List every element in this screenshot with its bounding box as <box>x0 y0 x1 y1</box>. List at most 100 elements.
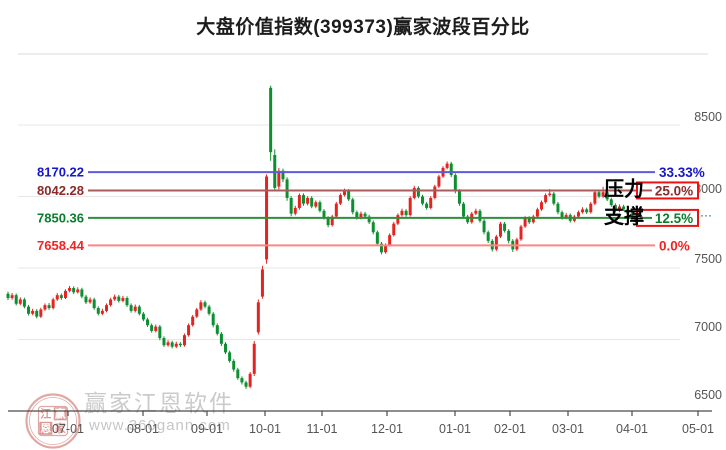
candle-body <box>433 186 437 198</box>
y-tick-label: 8500 <box>694 110 722 124</box>
candle-body <box>146 319 150 326</box>
candle-body <box>462 203 466 217</box>
candle-body <box>10 295 14 299</box>
candle-body <box>35 310 39 317</box>
candle-body <box>269 87 273 153</box>
x-tick-label: 07-01 <box>52 422 84 436</box>
candle-body <box>388 235 392 246</box>
candle-body <box>478 210 482 221</box>
candle-body <box>486 232 490 241</box>
candle-body <box>215 325 219 334</box>
band-value-label: 7658.44 <box>37 238 85 253</box>
candle-body <box>617 206 621 211</box>
band-value-label: 8170.22 <box>37 165 84 180</box>
candle-body <box>301 195 305 204</box>
candle-body <box>22 299 26 307</box>
candle-body <box>527 217 531 223</box>
candle-body <box>256 302 260 333</box>
candle-body <box>585 209 589 213</box>
candle-body <box>589 203 593 213</box>
candle-body <box>277 170 281 187</box>
candle-body <box>293 207 297 214</box>
candle-body <box>605 192 609 200</box>
candle-body <box>174 343 178 347</box>
candle-body <box>43 305 47 310</box>
candle-body <box>494 236 498 250</box>
candle-body <box>626 209 630 214</box>
candle-body <box>392 223 396 236</box>
candle-body <box>310 197 314 207</box>
candle-body <box>59 295 63 299</box>
candle-body <box>400 210 404 216</box>
candle-body <box>178 343 182 346</box>
candle-body <box>634 217 638 223</box>
x-tick-label: 03-01 <box>552 422 584 436</box>
candle-body <box>359 213 363 218</box>
candle-body <box>150 325 154 331</box>
candle-body <box>203 302 207 307</box>
candle-body <box>51 299 55 309</box>
candle-body <box>630 213 634 218</box>
band-value-label: 7850.36 <box>37 210 84 225</box>
candle-body <box>55 295 59 300</box>
candle-body <box>351 199 355 213</box>
candle-body <box>347 190 351 200</box>
candle-body <box>466 216 470 223</box>
candle-body <box>523 217 527 227</box>
seal-char: 江 <box>40 407 51 421</box>
candle-body <box>297 195 301 208</box>
candle-body <box>219 333 223 344</box>
candle-body <box>355 212 359 218</box>
candle-body <box>113 296 117 300</box>
seal-char: 家 <box>55 421 67 435</box>
candle-body <box>396 215 400 224</box>
band-pct-label: 33.33% <box>659 165 705 180</box>
watermark-url: www.360gann.com <box>89 417 231 434</box>
candle-body <box>416 187 420 197</box>
candle-body <box>232 360 236 370</box>
candle-body <box>121 298 125 301</box>
candle-body <box>425 203 429 208</box>
x-tick-label: 09-01 <box>191 422 223 436</box>
candle-body <box>187 325 191 336</box>
candle-body <box>379 243 383 253</box>
candle-body <box>318 202 322 211</box>
candle-body <box>343 190 347 196</box>
candle-body <box>154 326 158 331</box>
candle-body <box>133 306 137 311</box>
candle-body <box>195 309 199 317</box>
candle-body <box>80 289 84 297</box>
candle-body <box>408 197 412 216</box>
candle-body <box>613 205 617 211</box>
band-pct-label: 0.0% <box>659 238 690 253</box>
candle-body <box>170 342 174 347</box>
candle-body <box>437 176 441 187</box>
candle-body <box>449 163 453 176</box>
candle-body <box>560 212 564 218</box>
candle-body <box>548 193 552 196</box>
candle-body <box>338 195 342 204</box>
x-tick-label: 10-01 <box>249 422 281 436</box>
candle-body <box>244 382 248 387</box>
candle-body <box>72 288 76 293</box>
candle-body <box>68 288 72 291</box>
candle-body <box>92 299 96 309</box>
candle-body <box>199 302 203 310</box>
chart-title: 大盘价值指数(399373)赢家波段百分比 <box>196 17 530 38</box>
candle-body <box>622 206 626 210</box>
candle-body <box>322 210 326 218</box>
candle-body <box>281 170 285 180</box>
candle-body <box>211 313 215 326</box>
candle-body <box>503 223 507 231</box>
candle-body <box>252 343 256 374</box>
candle-body <box>6 293 10 299</box>
candle-body <box>326 217 330 226</box>
candle-body <box>552 193 556 204</box>
candle-body <box>421 196 425 204</box>
candle-body <box>363 213 367 217</box>
candle-body <box>285 179 289 198</box>
candle-body <box>482 220 486 233</box>
candle-body <box>18 299 22 304</box>
candle-body <box>125 298 129 306</box>
